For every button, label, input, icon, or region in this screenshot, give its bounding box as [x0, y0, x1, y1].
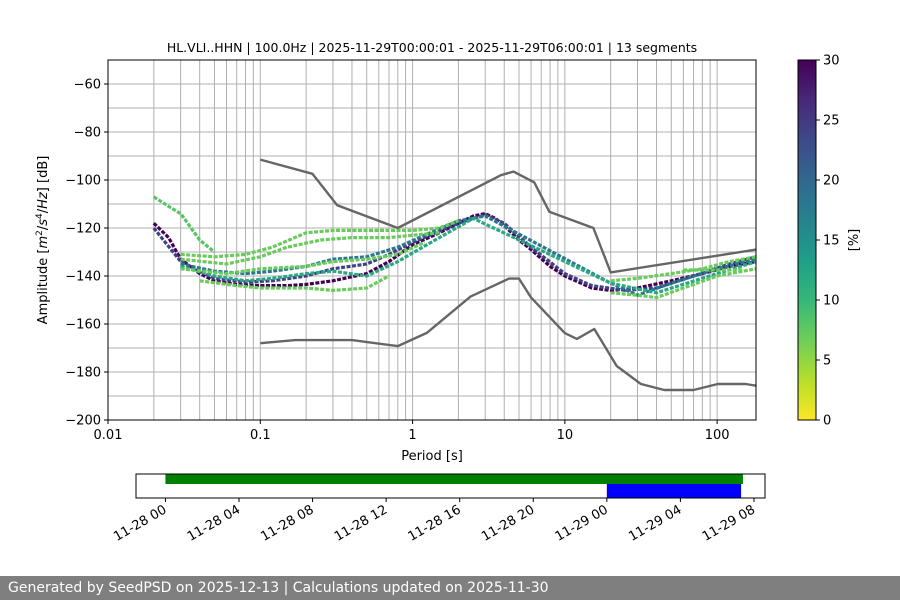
y-gridlines — [108, 59, 756, 421]
colorbar-tick-label: 30 — [823, 54, 840, 69]
psd-curve-9 — [610, 255, 757, 283]
y-axis-label-part: ] [dB] — [36, 156, 51, 193]
colorbar-tick-label: 25 — [823, 114, 840, 129]
x-tick-label: 1 — [408, 428, 416, 443]
timeline-frame — [135, 473, 766, 499]
colorbar-label: [%] — [847, 229, 862, 252]
available-data-bar — [165, 474, 743, 484]
psd-curve-8 — [199, 274, 390, 293]
y-tick-label: −160 — [65, 318, 101, 333]
timeline-tick-label: 11-28 00 — [111, 502, 169, 544]
footer-bar: Generated by SeedPSD on 2025-12-13 | Cal… — [0, 576, 900, 600]
low-noise-model-line — [260, 277, 757, 392]
y-axis-label-part: m — [36, 236, 51, 249]
x-ticks: 0.01 0.1 1 10 100 — [94, 420, 730, 443]
y-tick-label: −180 — [65, 366, 101, 381]
psd-curve-10 — [610, 267, 757, 300]
y-ticks: −200 −180 −160 −140 −120 −100 −80 −60 — [65, 78, 108, 429]
y-axis-label-part: / — [36, 208, 51, 213]
colorbar-tick-label: 0 — [823, 414, 831, 429]
colorbar-tick-label: 10 — [823, 294, 840, 309]
x-tick-label: 100 — [705, 428, 730, 443]
psd-curve-1 — [152, 213, 757, 293]
psd-curve-2 — [180, 214, 757, 297]
y-tick-label: −200 — [65, 414, 101, 429]
psd-curve-7 — [180, 240, 426, 276]
psd-curve-line — [610, 255, 757, 283]
x-tick-label: 0.1 — [250, 428, 271, 443]
timeline-tick-label: 11-29 08 — [700, 502, 758, 544]
y-axis-label-part: / — [36, 225, 51, 230]
psd-curve-line — [180, 219, 459, 259]
plot-frame — [107, 59, 757, 421]
x-gridlines — [107, 60, 718, 420]
x-tick-label: 0.01 — [94, 428, 123, 443]
psd-curve-line — [152, 195, 216, 254]
psd-curve-line — [199, 274, 390, 293]
x-axis-label: Period [s] — [401, 449, 463, 464]
processed-data-bar — [606, 484, 742, 498]
colorbar-tick-label: 5 — [823, 354, 831, 369]
y-tick-label: −120 — [65, 222, 101, 237]
timeline-tick-label: 11-28 16 — [406, 502, 464, 544]
colorbar-tick-label: 15 — [823, 234, 840, 249]
y-axis-label-part: Hz — [36, 191, 51, 209]
y-tick-label: −80 — [74, 126, 101, 141]
psd-curve-line — [610, 267, 757, 300]
noise-models — [259, 158, 757, 392]
psd-density — [152, 195, 757, 300]
timeline-tick-label: 11-29 00 — [553, 502, 611, 544]
colorbar: 0 5 10 15 20 25 30 — [797, 54, 840, 429]
psd-curve-line — [180, 240, 426, 276]
y-tick-label: −100 — [65, 174, 101, 189]
y-axis-label-part: 2 — [35, 230, 45, 236]
colorbar-gradient — [797, 59, 817, 421]
psd-curve-line — [180, 231, 440, 266]
timeline-tick-label: 11-28 12 — [332, 502, 390, 544]
timeline-tick-label: 11-28 04 — [185, 502, 243, 544]
timeline-tick-label: 11-28 20 — [479, 502, 537, 544]
timeline-tick-label: 11-28 08 — [258, 502, 316, 544]
colorbar-tick-label: 20 — [823, 174, 840, 189]
psd-curve-3 — [180, 216, 757, 295]
psd-curve-5 — [180, 219, 459, 259]
chart-title: HL.VLI..HHN | 100.0Hz | 2025-11-29T00:00… — [167, 40, 697, 55]
high-noise-model-line — [259, 158, 757, 274]
psd-curve-line — [180, 216, 757, 295]
x-tick-label: 10 — [557, 428, 574, 443]
psd-plot-area: 0.01 0.1 1 10 100 −200 −180 −160 −140 −120 −100 −80… — [65, 59, 757, 443]
psd-curve-4 — [152, 195, 216, 254]
y-tick-label: −60 — [74, 78, 101, 93]
y-axis-label: Amplitude [m2/s4/Hz] [dB] — [35, 156, 51, 325]
data-availability-timeline: 11-28 00 11-28 04 11-28 08 11-28 12 11-28 16… — [111, 473, 766, 545]
psd-curve-line — [152, 213, 757, 293]
y-axis-label-part: s — [36, 219, 51, 226]
psd-curve-6 — [180, 231, 440, 266]
y-axis-label-part: 4 — [35, 213, 45, 219]
y-axis-label-part: Amplitude [ — [36, 249, 51, 325]
psd-curve-line — [180, 214, 757, 297]
timeline-tick-label: 11-29 04 — [626, 502, 684, 544]
y-tick-label: −140 — [65, 270, 101, 285]
